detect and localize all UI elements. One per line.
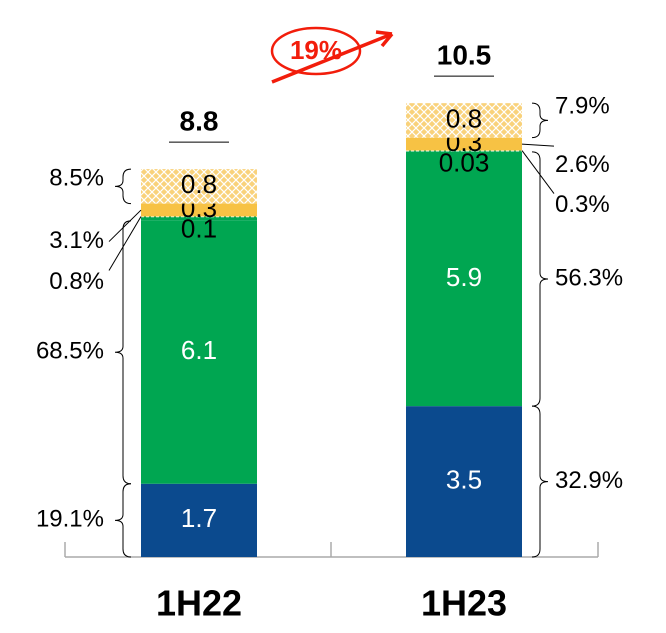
total-label: 8.8: [180, 105, 219, 136]
bar-segment: [141, 483, 257, 557]
share-brace: [114, 483, 132, 558]
share-label: 7.9%: [555, 93, 610, 120]
bar-segment: [406, 151, 522, 407]
category-label: 1H22: [156, 583, 242, 624]
bar-segment: [406, 137, 522, 151]
share-brace: [114, 168, 132, 205]
annotation: 19%: [290, 35, 342, 65]
value-label: 0.1: [181, 213, 217, 243]
bar-segment: [406, 103, 522, 138]
annotation-ring: [270, 26, 362, 76]
total-label: 10.5: [437, 40, 492, 71]
share-label: 68.5%: [36, 338, 104, 365]
category-label: 1H23: [421, 583, 507, 624]
share-label: 32.9%: [555, 467, 623, 494]
share-brace: [114, 220, 132, 485]
value-label: 0.03: [439, 147, 490, 177]
value-label: 0.8: [181, 169, 217, 199]
bar-segment: [141, 169, 257, 204]
share-label: 56.3%: [555, 264, 623, 291]
share-label: 0.3%: [555, 191, 610, 218]
share-brace: [521, 143, 555, 147]
share-label: 0.8%: [49, 268, 104, 295]
share-label: 3.1%: [49, 227, 104, 254]
arrow-head: [375, 30, 394, 48]
value-label: 5.9: [446, 262, 482, 292]
bar-segment: [406, 406, 522, 557]
share-brace: [108, 216, 142, 271]
value-label: 3.5: [446, 464, 482, 494]
share-brace: [108, 209, 142, 242]
bar-segment: [141, 203, 257, 217]
growth-arrow: [271, 32, 393, 84]
value-label: 1.7: [181, 503, 217, 533]
share-label: 19.1%: [36, 506, 104, 533]
share-brace: [521, 150, 555, 194]
share-label: 8.5%: [49, 164, 104, 191]
bar-segment: [141, 220, 257, 484]
share-brace: [531, 151, 549, 407]
share-brace: [531, 102, 549, 139]
share-brace: [531, 405, 549, 558]
bar-segment: [141, 216, 257, 221]
share-label: 2.6%: [555, 151, 610, 178]
value-label: 0.8: [446, 103, 482, 133]
value-label: 6.1: [181, 335, 217, 365]
